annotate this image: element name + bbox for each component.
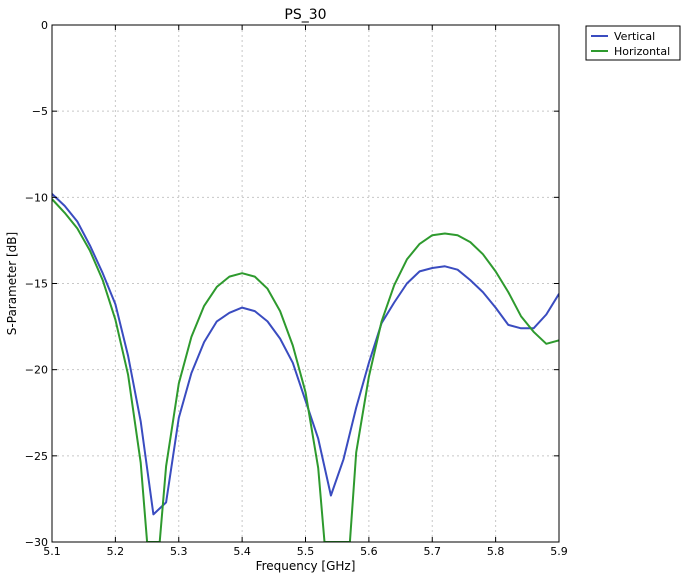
- x-tick-label: 5.9: [550, 545, 568, 558]
- y-tick-label: −20: [25, 364, 48, 377]
- y-tick-label: −5: [32, 105, 48, 118]
- x-tick-label: 5.2: [107, 545, 125, 558]
- x-tick-label: 5.1: [43, 545, 61, 558]
- y-tick-label: −30: [25, 536, 48, 549]
- x-tick-label: 5.4: [233, 545, 251, 558]
- y-tick-label: −25: [25, 450, 48, 463]
- x-axis-label: Frequency [GHz]: [256, 559, 356, 573]
- x-tick-label: 5.8: [487, 545, 505, 558]
- x-tick-label: 5.7: [424, 545, 442, 558]
- legend-label-vertical: Vertical: [614, 30, 655, 43]
- axis-ticks: [51, 24, 560, 543]
- y-tick-label: 0: [41, 19, 48, 32]
- x-tick-labels: 5.1 5.2 5.3 5.4 5.5 5.6 5.7 5.8 5.9: [43, 545, 568, 558]
- legend-box: [585, 25, 681, 61]
- grid-lines: [52, 25, 559, 542]
- y-tick-label: −15: [25, 278, 48, 291]
- series-line-horizontal: [52, 198, 559, 542]
- y-axis-label: S-Parameter [dB]: [5, 232, 19, 335]
- y-tick-label: −10: [25, 191, 48, 204]
- legend: Vertical Horizontal: [585, 25, 681, 61]
- series-line-vertical: [52, 193, 559, 516]
- x-tick-label: 5.5: [297, 545, 315, 558]
- x-tick-label: 5.6: [360, 545, 378, 558]
- series-group: [52, 193, 559, 542]
- chart-title: PS_30: [284, 7, 326, 23]
- y-tick-labels: −30 −25 −20 −15 −10 −5 0: [25, 19, 48, 549]
- x-tick-label: 5.3: [170, 545, 188, 558]
- legend-label-horizontal: Horizontal: [614, 45, 670, 58]
